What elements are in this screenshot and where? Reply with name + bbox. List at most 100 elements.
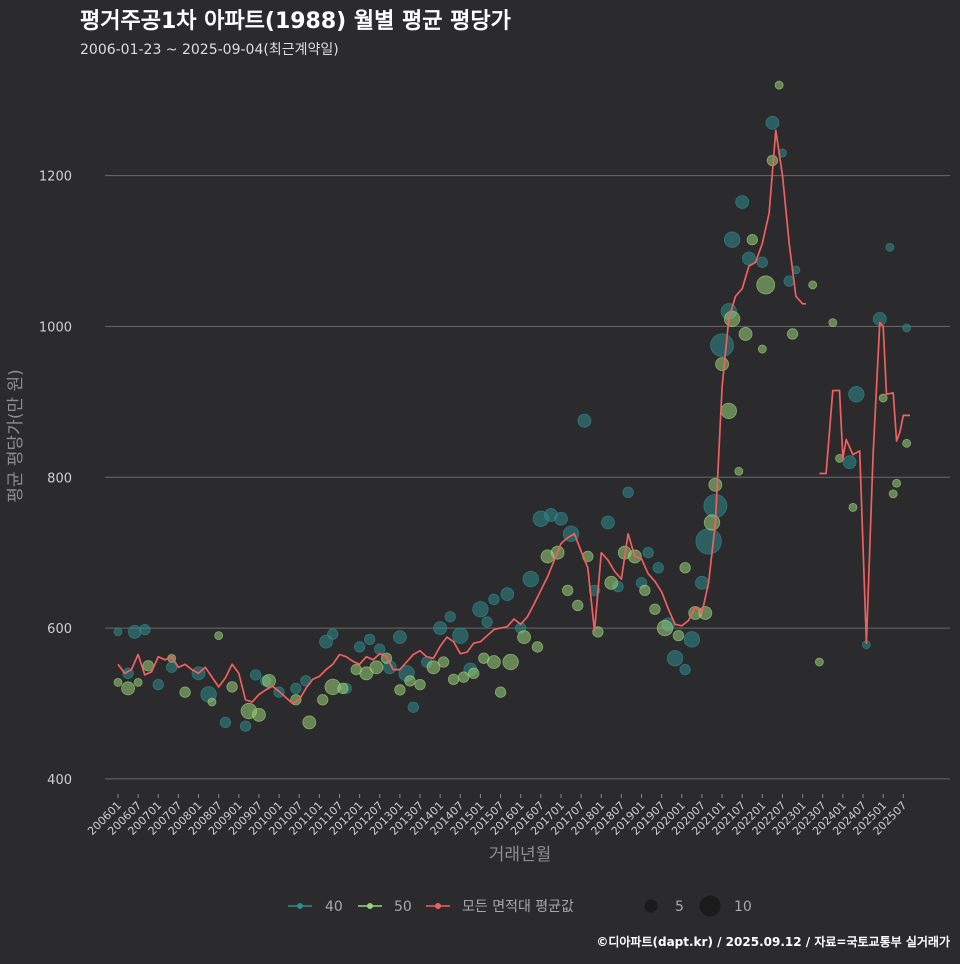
point-40-69 <box>885 242 895 252</box>
point-50-52 <box>708 477 723 492</box>
point-40-38 <box>554 511 568 526</box>
legend-size-label-5: 5 <box>675 899 684 915</box>
point-40-9 <box>239 720 252 732</box>
point-50-51 <box>703 514 721 531</box>
average-price-line <box>117 129 910 705</box>
point-50-41 <box>604 575 619 590</box>
point-50-7 <box>214 631 224 641</box>
y-tick-label-800: 800 <box>47 471 72 486</box>
point-40-32 <box>488 593 500 606</box>
point-50-1 <box>121 681 135 696</box>
point-40-4 <box>152 678 164 691</box>
legend-item-40[interactable]: 40 <box>288 899 343 915</box>
point-40-66 <box>848 386 865 403</box>
point-40-3 <box>139 623 151 636</box>
point-40-10 <box>249 669 262 681</box>
point-50-24 <box>426 660 441 675</box>
legend-label-average: 모든 면적대 평균값 <box>462 899 574 915</box>
point-50-55 <box>723 310 741 328</box>
y-tick-label-400: 400 <box>47 773 72 788</box>
point-50-21 <box>394 684 406 696</box>
point-50-45 <box>649 603 661 615</box>
point-40-57 <box>723 231 741 248</box>
point-50-66 <box>828 318 838 328</box>
legend: 40 50 모든 면적대 평균값 5 10 <box>288 895 752 917</box>
point-50-48 <box>679 562 691 574</box>
point-40-49 <box>666 650 684 667</box>
point-50-11 <box>262 673 276 688</box>
point-50-14 <box>317 694 329 706</box>
legend-size-circle-10 <box>699 895 721 917</box>
point-50-18 <box>359 666 374 681</box>
point-50-71 <box>892 478 901 488</box>
legend-label-50: 50 <box>394 899 412 915</box>
point-50-13 <box>302 715 317 730</box>
source-caption: ©디아파트(dapt.kr) / 2025.09.12 / 자료=국토교통부 실… <box>596 934 950 949</box>
y-tick-label-600: 600 <box>47 622 72 637</box>
point-50-26 <box>447 673 460 686</box>
point-40-40 <box>577 413 592 428</box>
point-50-44 <box>639 584 651 597</box>
point-50-59 <box>757 344 767 354</box>
point-50-53 <box>715 357 729 372</box>
legend-item-50[interactable]: 50 <box>358 899 412 915</box>
point-50-60 <box>756 275 776 295</box>
point-40-8 <box>219 716 232 729</box>
point-50-64 <box>808 280 818 290</box>
y-tick-label-1000: 1000 <box>39 320 72 335</box>
point-40-70 <box>902 323 912 333</box>
point-40-13 <box>290 682 302 695</box>
point-40-58 <box>735 195 750 209</box>
point-40-18 <box>353 641 366 653</box>
point-50-34 <box>531 641 544 653</box>
point-50-38 <box>572 599 584 612</box>
point-50-37 <box>562 584 574 597</box>
point-40-28 <box>452 627 469 644</box>
y-axis-title: 평균 평당가(만 원) <box>6 369 26 503</box>
point-50-70 <box>888 489 898 499</box>
point-50-46 <box>656 619 674 637</box>
point-40-60 <box>756 256 768 268</box>
grid-lines <box>105 175 950 780</box>
point-50-6 <box>207 697 217 707</box>
point-40-33 <box>500 587 515 602</box>
point-40-59 <box>742 251 756 266</box>
point-40-35 <box>522 570 539 588</box>
point-50-23 <box>414 678 426 691</box>
legend-swatch-dot-50 <box>367 903 373 909</box>
point-40-26 <box>433 621 448 635</box>
point-40-44 <box>622 486 634 498</box>
legend-size-5: 5 <box>644 899 684 915</box>
legend-item-average[interactable]: 모든 면적대 평균값 <box>426 899 574 915</box>
point-40-22 <box>392 630 407 645</box>
point-50-69 <box>878 393 888 403</box>
point-40-53 <box>695 528 722 555</box>
legend-size-circle-5 <box>644 899 658 913</box>
point-40-55 <box>710 333 734 358</box>
legend-swatch-dot-40 <box>297 903 303 909</box>
legend-swatch-dot-average <box>435 903 441 909</box>
point-40-52 <box>695 575 709 590</box>
point-50-31 <box>494 686 507 698</box>
legend-label-40: 40 <box>325 899 343 915</box>
point-40-61 <box>765 115 780 130</box>
scatter-points <box>113 80 912 732</box>
point-50-62 <box>774 80 784 90</box>
average-line-layer <box>117 129 910 705</box>
point-50-33 <box>517 630 531 645</box>
point-50-58 <box>746 234 758 246</box>
point-50-30 <box>486 655 501 669</box>
point-50-25 <box>437 656 450 668</box>
point-40-31 <box>481 616 493 628</box>
point-40-27 <box>444 611 456 623</box>
point-50-47 <box>672 629 685 642</box>
point-50-2 <box>133 677 143 687</box>
y-tick-label-1200: 1200 <box>39 170 72 185</box>
point-40-65 <box>842 455 857 470</box>
point-40-19 <box>364 633 376 646</box>
point-50-22 <box>404 675 416 687</box>
point-40-42 <box>601 515 615 530</box>
point-50-5 <box>179 686 191 698</box>
